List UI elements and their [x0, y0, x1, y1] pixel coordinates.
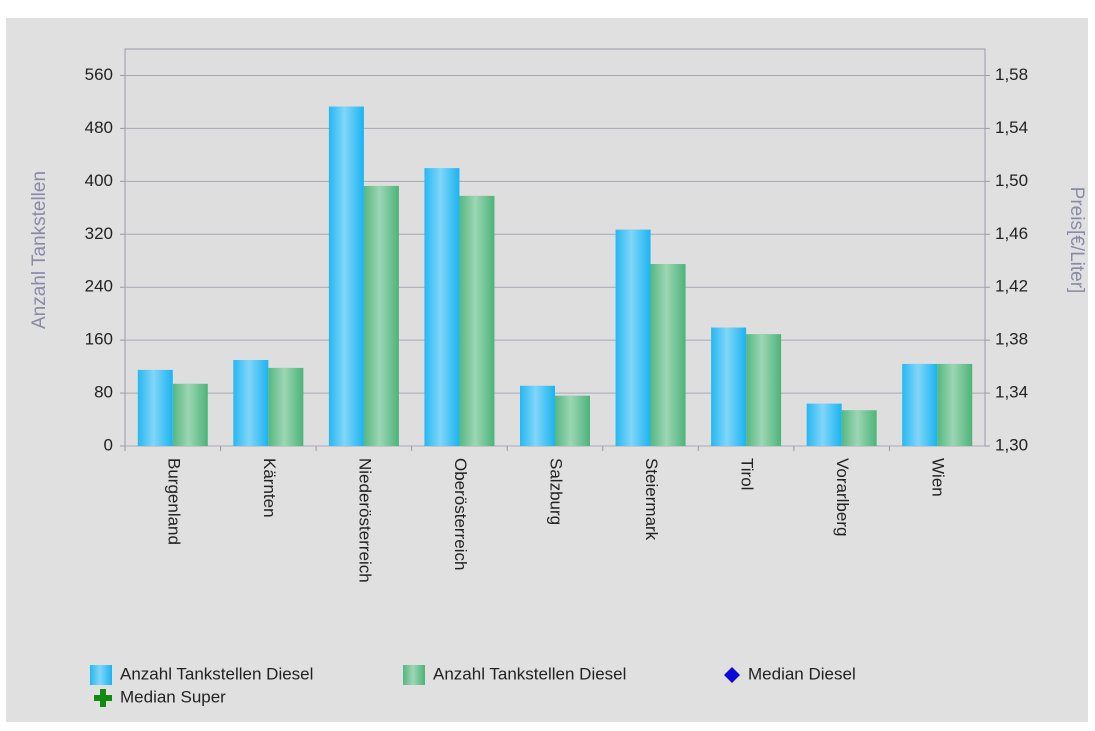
y2-tick-label: 1,54: [995, 118, 1028, 137]
bar-shine: [328, 106, 364, 446]
bar-shine: [268, 367, 304, 446]
bar-shine: [233, 359, 269, 446]
bar: [424, 168, 460, 446]
y2-tick-label: 1,34: [995, 383, 1028, 402]
bar: [746, 334, 782, 446]
legend-item: Anzahl Tankstellen Diesel: [403, 664, 626, 685]
bar: [363, 185, 399, 446]
legend-shine: [403, 665, 425, 685]
bar: [520, 385, 555, 446]
x-tick-label: Niederösterreich: [355, 458, 374, 583]
bar-shine: [841, 410, 877, 446]
x-tick-label: Tirol: [738, 458, 757, 490]
bar-shine: [555, 395, 590, 446]
y-axis-title: Anzahl Tankstellen: [29, 171, 50, 329]
x-tick-label: Kärnten: [260, 458, 279, 518]
bar-shine: [806, 403, 842, 446]
legend-item: Median Diesel: [724, 664, 856, 683]
y-tick-label: 480: [85, 118, 113, 137]
bar-shine: [459, 195, 495, 446]
bar-shine: [650, 264, 686, 446]
legend-label: Anzahl Tankstellen Diesel: [120, 664, 313, 683]
bar: [137, 369, 173, 446]
legend-label: Median Super: [120, 687, 226, 706]
bar-shine: [902, 363, 938, 446]
x-tick-label: Wien: [929, 458, 948, 497]
bar: [172, 383, 208, 446]
bar: [937, 363, 973, 446]
y-tick-label: 0: [104, 435, 113, 454]
y2-tick-label: 1,38: [995, 330, 1028, 349]
bar-shine: [746, 334, 782, 446]
y2-tick-label: 1,46: [995, 224, 1028, 243]
legend-label: Anzahl Tankstellen Diesel: [433, 664, 626, 683]
bar-shine: [711, 327, 747, 446]
bar-shine: [172, 383, 208, 446]
bar: [268, 367, 304, 446]
bar: [328, 106, 364, 446]
y-tick-label: 160: [85, 330, 113, 349]
legend-marker: [724, 667, 740, 683]
legend-label: Median Diesel: [748, 664, 856, 683]
y2-tick-label: 1,50: [995, 171, 1028, 190]
bar-shine: [137, 369, 173, 446]
y2-axis-title: Preis[€/Liter]: [1066, 187, 1087, 294]
legend-item: Median Super: [94, 687, 226, 707]
legend-shine: [90, 665, 112, 685]
bar-shine: [424, 168, 460, 446]
x-tick-label: Burgenland: [164, 458, 183, 545]
bar-shine: [615, 229, 651, 446]
y-tick-label: 320: [85, 224, 113, 243]
bar: [806, 403, 842, 446]
bar-shine: [363, 185, 399, 446]
bar-shine: [520, 385, 555, 446]
bar-shine: [937, 363, 973, 446]
x-tick-label: Salzburg: [547, 458, 566, 525]
bar: [711, 327, 747, 446]
x-tick-label: Steiermark: [642, 458, 661, 541]
bar: [841, 410, 877, 446]
bar: [650, 264, 686, 446]
y-tick-label: 240: [85, 277, 113, 296]
bar: [615, 229, 651, 446]
bar: [902, 363, 938, 446]
y2-tick-label: 1,30: [995, 435, 1028, 454]
y2-tick-label: 1,58: [995, 65, 1028, 84]
y-tick-label: 80: [94, 383, 113, 402]
y2-tick-label: 1,42: [995, 277, 1028, 296]
bar: [459, 195, 495, 446]
legend-marker: [94, 689, 112, 707]
x-tick-label: Vorarlberg: [833, 458, 852, 536]
legend-item: Anzahl Tankstellen Diesel: [90, 664, 313, 685]
bar: [233, 359, 269, 446]
bar: [555, 395, 590, 446]
y-tick-label: 400: [85, 171, 113, 190]
y-tick-label: 560: [85, 65, 113, 84]
x-tick-label: Oberösterreich: [451, 458, 470, 570]
